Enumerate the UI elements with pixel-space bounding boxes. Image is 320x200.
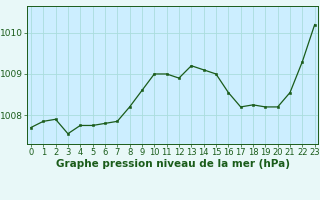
X-axis label: Graphe pression niveau de la mer (hPa): Graphe pression niveau de la mer (hPa) [56,159,290,169]
